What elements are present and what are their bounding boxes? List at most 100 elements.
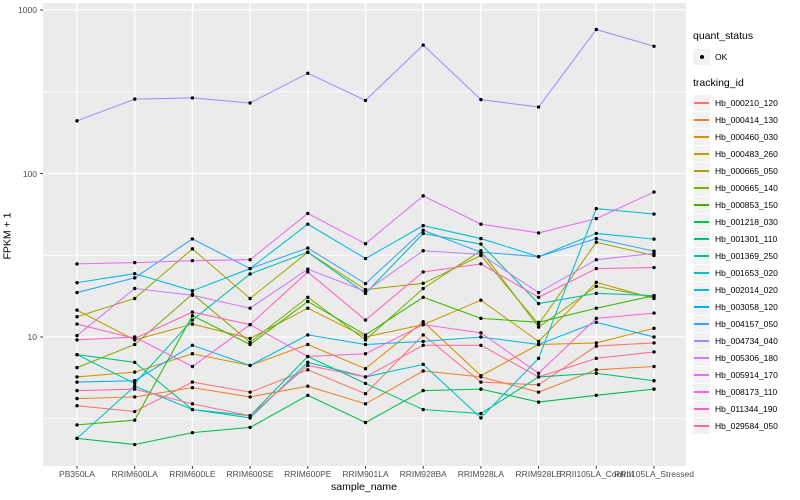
data-point — [479, 373, 483, 378]
y-tick-label: 100 — [22, 168, 37, 179]
legend-item: Hb_000460_030 — [693, 128, 799, 145]
data-point — [248, 101, 252, 105]
legend-title-tracking-id: tracking_id — [693, 77, 744, 89]
data-point — [594, 216, 598, 221]
line-key-icon — [693, 162, 710, 179]
data-point — [479, 316, 483, 321]
data-point — [363, 352, 368, 356]
data-point — [421, 333, 425, 337]
legend-item-label: OK — [715, 51, 728, 62]
dot-icon — [699, 54, 704, 59]
line-key-icon — [693, 247, 710, 264]
data-point — [594, 320, 598, 325]
data-point — [75, 322, 79, 326]
legend-key-line — [694, 305, 709, 308]
legend-item-label: Hb_000665_140 — [715, 182, 778, 193]
data-point — [363, 381, 368, 386]
data-point — [479, 298, 483, 302]
legend-item: Hb_001653_020 — [693, 264, 799, 281]
legend-key-line — [694, 424, 709, 427]
data-point — [363, 281, 368, 286]
legend-key-line — [694, 152, 709, 155]
data-point — [306, 354, 310, 359]
data-point — [248, 395, 252, 399]
data-point — [536, 290, 541, 295]
data-point — [75, 308, 79, 312]
data-point — [306, 71, 310, 76]
data-point — [536, 342, 541, 347]
data-point — [536, 325, 541, 329]
data-point — [536, 301, 541, 306]
data-point — [421, 322, 425, 327]
legend-item: Hb_005914_170 — [693, 366, 799, 383]
data-point — [248, 322, 252, 327]
data-point — [479, 331, 483, 335]
line-key-icon — [693, 366, 710, 383]
data-point — [363, 366, 368, 371]
line-key-icon — [693, 94, 710, 111]
data-point — [190, 96, 195, 100]
legend-item: Hb_000210_120 — [693, 94, 799, 111]
legend-item: Hb_001218_030 — [693, 213, 799, 230]
legend-item-label: Hb_001369_250 — [715, 250, 778, 261]
x-tick-label: RRIM928BA — [399, 469, 447, 479]
legend-key-line — [694, 254, 709, 257]
data-point — [133, 271, 137, 276]
data-point — [421, 295, 425, 299]
x-tick-label: RRIM901LA — [342, 469, 389, 479]
data-point — [421, 369, 425, 373]
data-point — [75, 315, 79, 319]
data-point — [594, 280, 598, 285]
data-point — [652, 293, 656, 298]
x-axis-title: sample_name — [331, 481, 397, 493]
data-point — [363, 289, 368, 294]
data-point — [363, 342, 368, 347]
legend-item: Hb_000853_150 — [693, 196, 799, 213]
line-key-icon — [693, 400, 710, 417]
data-point — [133, 418, 137, 422]
data-point — [190, 258, 195, 263]
data-point — [248, 342, 252, 347]
data-point — [479, 387, 483, 391]
legend-item-label: Hb_005306_180 — [715, 352, 778, 363]
data-point — [479, 236, 483, 241]
data-point — [133, 342, 137, 347]
legend-key-line — [694, 169, 709, 172]
data-point — [594, 368, 598, 372]
legend-key-line — [694, 339, 709, 342]
line-key-icon — [693, 213, 710, 230]
x-tick-label: RRII105LA_Stressed — [614, 469, 694, 479]
x-tick-label: RRIM928LE — [515, 469, 562, 479]
line-key-icon — [693, 315, 710, 332]
data-point — [363, 402, 368, 406]
data-point — [479, 222, 483, 226]
legend-key-line — [694, 186, 709, 189]
data-point — [421, 339, 425, 344]
data-point — [133, 286, 137, 291]
legend-item-label: Hb_000414_130 — [715, 114, 778, 125]
data-point — [133, 387, 137, 391]
data-point — [652, 387, 656, 391]
data-point — [306, 360, 310, 365]
data-point — [75, 365, 79, 370]
legend-key-line — [694, 288, 709, 291]
data-point — [536, 339, 541, 344]
data-point — [133, 360, 137, 365]
data-point — [133, 384, 137, 388]
legend-key-line — [694, 237, 709, 240]
x-tick-label: RRIM600LA — [111, 469, 158, 479]
legend-item-label: Hb_003058_120 — [715, 301, 778, 312]
data-point — [479, 262, 483, 266]
data-point — [594, 316, 598, 321]
legend-item: Hb_000665_050 — [693, 162, 799, 179]
data-point — [594, 258, 598, 262]
data-point — [594, 206, 598, 211]
data-point — [306, 363, 310, 368]
data-point — [248, 266, 252, 271]
point-key-icon — [693, 48, 710, 65]
data-point — [248, 340, 252, 344]
legend-item: Hb_000414_130 — [693, 111, 799, 128]
data-point — [190, 322, 195, 326]
